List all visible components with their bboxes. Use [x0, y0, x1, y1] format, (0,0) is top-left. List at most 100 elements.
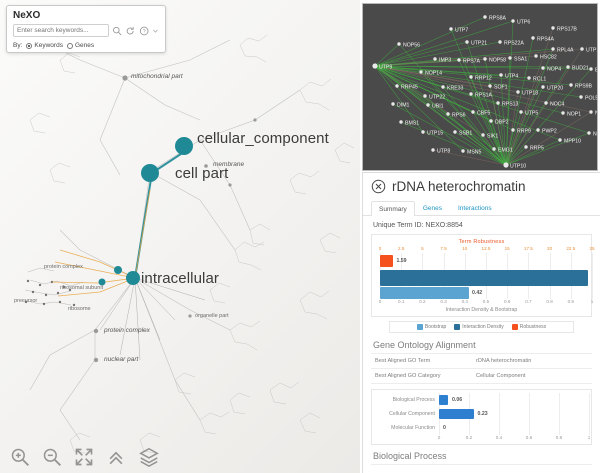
gene-node[interactable] [558, 138, 562, 142]
gene-node-label: RCL1 [533, 77, 546, 83]
gene-node[interactable] [453, 130, 457, 134]
gene-node[interactable] [423, 94, 427, 98]
gene-node[interactable] [431, 148, 435, 152]
node-label-ribosome: ribosome [68, 306, 91, 312]
gene-node[interactable] [569, 83, 573, 87]
gene-node[interactable] [465, 40, 469, 44]
zoom-out-icon[interactable] [42, 447, 62, 467]
go-chart-row: Biological Process 0.06 [375, 393, 590, 407]
node-label-cell-part: cell part [175, 165, 229, 182]
gene-node[interactable] [561, 111, 565, 115]
tab-summary[interactable]: Summary [371, 201, 415, 216]
gene-node[interactable] [579, 95, 583, 99]
graph-toolbar[interactable] [0, 441, 360, 473]
gene-node[interactable] [399, 120, 403, 124]
gene-node[interactable] [471, 110, 475, 114]
gene-node[interactable] [483, 15, 487, 19]
refresh-icon[interactable] [125, 25, 135, 37]
gene-node[interactable] [580, 47, 584, 51]
gene-node-label: UTP21 [471, 41, 487, 47]
search-input[interactable] [13, 24, 109, 37]
gene-node[interactable] [426, 103, 430, 107]
gene-node-label: DIM1 [397, 103, 410, 109]
gene-node[interactable] [589, 67, 593, 71]
bar-robustness [380, 255, 394, 267]
detail-tabs[interactable]: Summary Genes Interactions [363, 200, 600, 216]
gene-node[interactable] [541, 85, 545, 89]
fit-screen-icon[interactable] [74, 447, 94, 467]
gene-node[interactable] [469, 75, 473, 79]
gene-node[interactable] [587, 131, 591, 135]
hierarchy-graph[interactable] [0, 0, 360, 473]
gene-node[interactable] [469, 92, 473, 96]
radio-keywords[interactable]: Keywords [26, 42, 63, 49]
gene-node[interactable] [534, 54, 538, 58]
gene-node-label: MPP10 [564, 139, 581, 145]
axis-tick-label: 0.1 [397, 299, 405, 304]
gridline [469, 393, 470, 407]
legend-swatch-robustness [511, 324, 518, 330]
bar-interaction-density [380, 270, 588, 286]
gene-node[interactable] [419, 70, 423, 74]
tab-interactions[interactable]: Interactions [457, 205, 492, 212]
gene-node[interactable] [481, 133, 485, 137]
gene-node[interactable] [395, 84, 399, 88]
gene-interaction-network[interactable]: UTP9 NOP56 UTP7 RPS8A UTP6 RPS17B UTP21 RPS22A R… [362, 3, 598, 171]
radio-genes[interactable]: Genes [66, 42, 94, 49]
gene-node[interactable] [589, 110, 593, 114]
zoom-in-icon[interactable] [10, 447, 30, 467]
gene-network-graph[interactable]: UTP9 NOP56 UTP7 RPS8A UTP6 RPS17B UTP21 RPS22A R… [363, 4, 598, 171]
search-icon[interactable] [112, 25, 122, 37]
gene-node[interactable] [449, 27, 453, 31]
hierarchy-network-view[interactable]: cellular_component cell part intracellul… [0, 0, 360, 473]
table-row: Best Aligned GO Category Cellular Compon… [371, 369, 592, 384]
gene-node[interactable] [516, 90, 520, 94]
gene-node[interactable] [489, 119, 493, 123]
gene-node[interactable] [498, 40, 502, 44]
gene-node[interactable] [488, 84, 492, 88]
gene-node[interactable] [421, 130, 425, 134]
search-panel[interactable]: NeXO ? By: [6, 5, 166, 53]
gene-node[interactable] [433, 57, 437, 61]
gene-node[interactable] [566, 65, 570, 69]
gene-node[interactable] [519, 110, 523, 114]
help-icon[interactable]: ? [139, 25, 149, 37]
gene-node[interactable] [551, 47, 555, 51]
gene-node[interactable] [527, 76, 531, 80]
close-icon[interactable] [371, 179, 386, 194]
gene-node[interactable] [544, 101, 548, 105]
gene-node[interactable] [511, 19, 515, 23]
gene-node[interactable] [499, 73, 503, 77]
gene-node[interactable] [483, 57, 487, 61]
tab-genes[interactable]: Genes [422, 205, 442, 212]
gene-node[interactable] [372, 63, 378, 69]
gene-node[interactable] [511, 128, 515, 132]
gene-node[interactable] [531, 36, 535, 40]
gene-node-label: SOF1 [494, 85, 508, 91]
gene-node[interactable] [492, 147, 496, 151]
gene-node-label: RPS9B [575, 84, 593, 90]
gene-node[interactable] [441, 85, 445, 89]
gene-node-label: ENP1 [595, 68, 598, 74]
gene-node[interactable] [397, 42, 401, 46]
gene-node[interactable] [457, 58, 461, 62]
gene-node[interactable] [496, 101, 500, 105]
gene-node[interactable] [508, 56, 512, 60]
collapse-icon[interactable] [106, 447, 126, 467]
gene-node[interactable] [461, 149, 465, 153]
gene-node[interactable] [541, 66, 545, 70]
gene-node-label: UTP15 [427, 131, 443, 137]
chevron-down-icon[interactable] [152, 27, 159, 35]
gene-node[interactable] [503, 162, 509, 168]
gene-node[interactable] [391, 102, 395, 106]
term-detail-panel[interactable]: rDNA heterochromatin Summary Genes Inter… [362, 172, 600, 473]
layers-icon[interactable] [138, 446, 160, 468]
gene-node[interactable] [524, 145, 528, 149]
axis-tick-label: 10 [462, 246, 468, 251]
unique-term-id: Unique Term ID: NEXO:8854 [373, 222, 463, 229]
gene-node[interactable] [551, 26, 555, 30]
gene-node[interactable] [536, 128, 540, 132]
gene-node[interactable] [446, 112, 450, 116]
gene-node-label: SIK1 [487, 134, 498, 140]
gene-node-label: SSA1 [514, 57, 527, 63]
